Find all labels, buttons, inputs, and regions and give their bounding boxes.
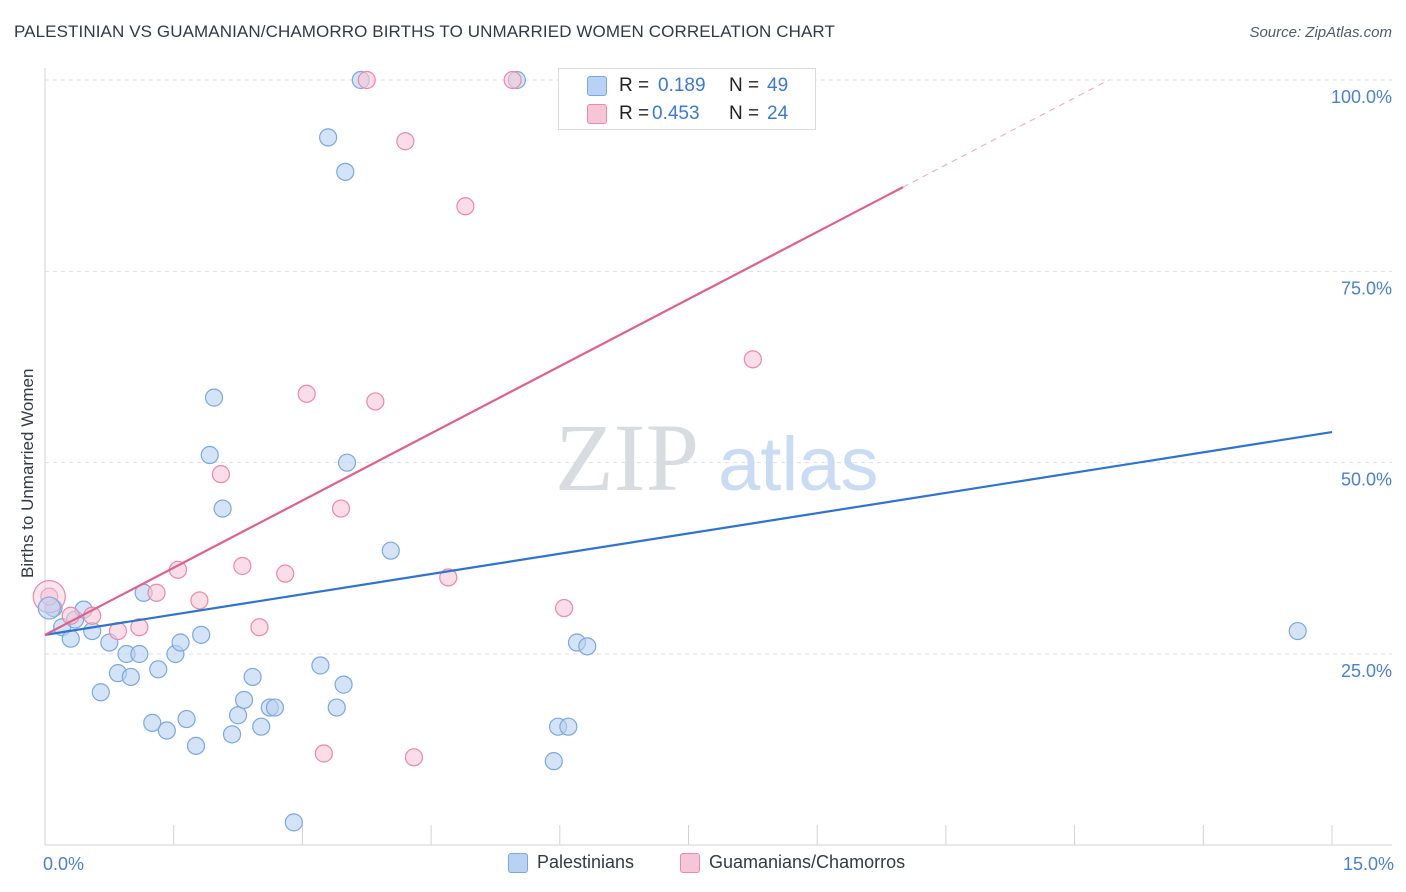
guamanians-swatch [587, 104, 607, 124]
palestinians-point [234, 690, 254, 710]
n-label: N = [729, 75, 760, 96]
data-points [32, 70, 1307, 832]
palestinians-point [265, 698, 285, 717]
palestinians-point [336, 162, 355, 181]
tick-labels: 25.0% 50.0% 75.0% 100.0% 0.0% 15.0% [43, 87, 1394, 874]
y-tick-label: 75.0% [1341, 278, 1392, 298]
palestinians-point [37, 596, 61, 620]
palestinians-point [157, 721, 176, 740]
guamanians-point [456, 197, 475, 216]
palestinians-point [121, 667, 140, 687]
watermark: ZIP atlas [555, 404, 879, 511]
palestinians-point [83, 621, 102, 641]
x-tick-label: 15.0% [1343, 854, 1394, 874]
guamanians-point [233, 556, 252, 576]
palestinians-point [143, 713, 162, 732]
y-axis-label: Births to Unmarried Women [18, 368, 37, 578]
palestinians-point [149, 660, 168, 679]
palestinians-point [311, 656, 330, 675]
palestinians-point [252, 717, 271, 736]
trend-lines [44, 79, 1333, 636]
x-tick-label: 0.0% [43, 854, 84, 874]
palestinians-point [200, 445, 219, 465]
guamanians-point [190, 591, 209, 610]
palestinians-swatch [587, 76, 607, 96]
palestinians-point [243, 667, 262, 687]
stats-legend: R = 0.189 N = 49 R = 0.453 N = 24 [558, 68, 816, 130]
guamanians-point [276, 564, 295, 583]
palestinians-point [544, 752, 563, 771]
palestinians-point [1288, 621, 1307, 641]
grid-lines [45, 79, 1392, 655]
palestinians-point [334, 675, 353, 694]
guamanians-point [404, 748, 424, 767]
palestinians-point [228, 706, 248, 725]
legend-item-guamanians[interactable]: Guamanians/Chamorros [680, 852, 905, 873]
y-tick-label: 25.0% [1341, 661, 1392, 681]
r-label: R = [619, 103, 650, 124]
guamanians-point [439, 568, 458, 587]
palestinians-point [381, 541, 400, 560]
palestinians-point [171, 633, 190, 652]
bottom-legend: Palestinians Guamanians/Chamorros [0, 852, 1406, 878]
legend-item-palestinians[interactable]: Palestinians [508, 852, 634, 873]
palestinians-point [284, 813, 303, 832]
guamanians-point [554, 598, 574, 618]
guamanians-point [366, 392, 385, 411]
legend-label: Guamanians/Chamorros [709, 852, 906, 872]
y-tick-label: 100.0% [1331, 87, 1392, 107]
guamanians-point [314, 744, 333, 763]
guamanians-trend-extension [902, 79, 1110, 188]
r-label: R = [619, 75, 650, 96]
watermark-atlas: atlas [718, 422, 879, 507]
palestinians-point [222, 725, 242, 744]
palestinians-point [337, 453, 357, 472]
n-value: 49 [767, 75, 789, 96]
palestinians-point [319, 128, 338, 147]
r-value: 0.453 [652, 103, 700, 124]
guamanians-point [297, 384, 316, 403]
guamanians-point [503, 70, 522, 90]
guamanians-legend-swatch [680, 852, 700, 873]
guamanians-point [130, 618, 149, 637]
palestinians-point [578, 637, 597, 656]
palestinians-point [186, 736, 206, 755]
source-credit: Source: ZipAtlas.com [1249, 24, 1392, 41]
guamanians-point [743, 350, 762, 369]
guamanians-trend-line [44, 186, 904, 636]
palestinians-point [91, 683, 110, 702]
n-value: 24 [767, 103, 789, 124]
r-value: 0.189 [658, 75, 706, 96]
palestinians-point [204, 388, 224, 407]
palestinians-point [559, 717, 578, 736]
guamanians-point [331, 499, 351, 518]
n-label: N = [729, 103, 760, 124]
guamanians-point [147, 583, 166, 602]
palestinians-point [213, 499, 232, 518]
axes [44, 68, 1392, 846]
palestinians-point [130, 644, 149, 664]
guamanians-point [250, 618, 269, 637]
watermark-zip: ZIP [555, 404, 699, 511]
legend-label: Palestinians [537, 852, 635, 872]
guamanians-point [211, 465, 230, 484]
palestinians-point [192, 625, 211, 644]
y-tick-label: 50.0% [1341, 470, 1392, 490]
guamanians-point [357, 70, 376, 90]
palestinians-trend-line [44, 430, 1333, 636]
chart-title: PALESTINIAN VS GUAMANIAN/CHAMORRO BIRTHS… [14, 22, 835, 41]
palestinians-point [327, 698, 346, 717]
palestinians-legend-swatch [508, 852, 528, 873]
palestinians-point [177, 709, 196, 729]
guamanians-point [396, 132, 415, 151]
